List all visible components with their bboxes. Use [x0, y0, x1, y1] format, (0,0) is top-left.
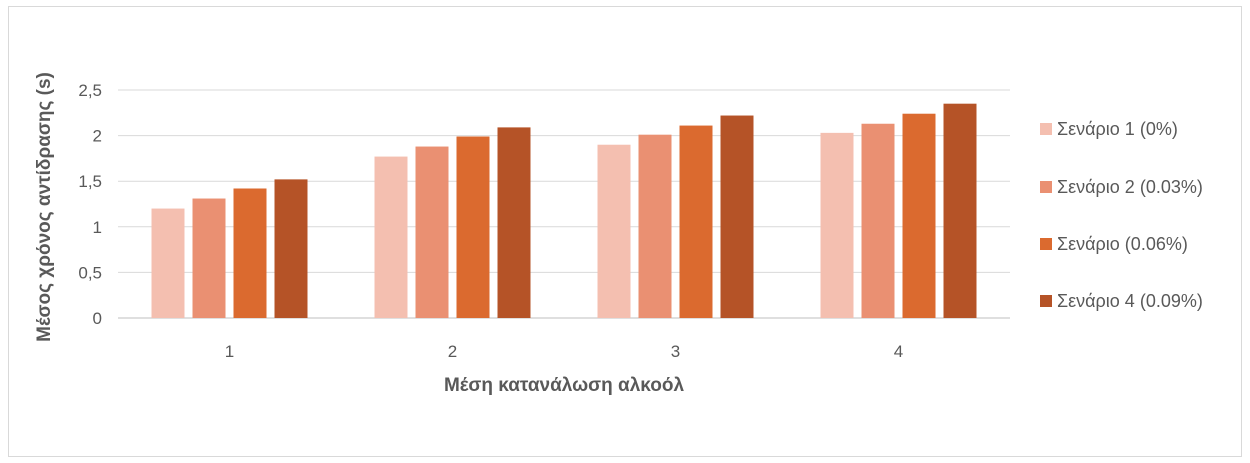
legend-item: Σενάριο (0.06%)	[1040, 233, 1242, 255]
legend-swatch	[1040, 238, 1052, 250]
legend-swatch	[1040, 181, 1052, 193]
legend-label: Σενάριο 2 (0.03%)	[1057, 177, 1203, 197]
y-axis-title: Μέσος χρόνος αντίδρασης (s)	[34, 72, 55, 342]
bar	[861, 123, 895, 318]
legend-swatch	[1040, 295, 1052, 307]
y-tick-label: 2,5	[78, 81, 102, 100]
bar	[151, 208, 185, 318]
bar	[943, 103, 977, 319]
bar	[638, 134, 672, 318]
y-tick-labels: 0 0,5 1 1,5 2 2,5	[78, 81, 102, 328]
bar	[456, 136, 490, 318]
bar	[597, 144, 631, 318]
legend-label: Σενάριο (0.06%)	[1057, 234, 1188, 254]
x-tick-label: 3	[671, 342, 680, 361]
y-tick-label: 1	[93, 218, 102, 237]
bar	[679, 125, 713, 319]
bar	[192, 198, 226, 318]
y-tick-label: 1,5	[78, 172, 102, 191]
y-tick-label: 0,5	[78, 263, 102, 282]
bars	[151, 103, 977, 319]
bar	[274, 179, 308, 318]
legend-item: Σενάριο 2 (0.03%)	[1040, 176, 1242, 198]
legend-item: Σενάριο 1 (0%)	[1040, 118, 1242, 140]
bar	[720, 115, 754, 318]
x-tick-label: 1	[225, 342, 234, 361]
x-tick-label: 2	[448, 342, 457, 361]
bar	[902, 113, 936, 318]
legend-swatch	[1040, 123, 1052, 135]
x-axis-title: Μέση κατανάλωση αλκοόλ	[444, 375, 684, 396]
bar	[233, 188, 267, 318]
y-tick-label: 2	[93, 127, 102, 146]
legend-item: Σενάριο 4 (0.09%)	[1040, 290, 1242, 312]
x-tick-labels: 1 2 3 4	[225, 342, 903, 361]
bar	[497, 127, 531, 318]
bar	[820, 132, 854, 318]
bar	[374, 156, 408, 318]
gridlines	[118, 89, 1010, 319]
bar	[415, 146, 449, 318]
y-tick-label: 0	[93, 309, 102, 328]
legend-label: Σενάριο 1 (0%)	[1057, 119, 1178, 139]
legend-label: Σενάριο 4 (0.09%)	[1057, 291, 1203, 311]
x-tick-label: 4	[894, 342, 903, 361]
